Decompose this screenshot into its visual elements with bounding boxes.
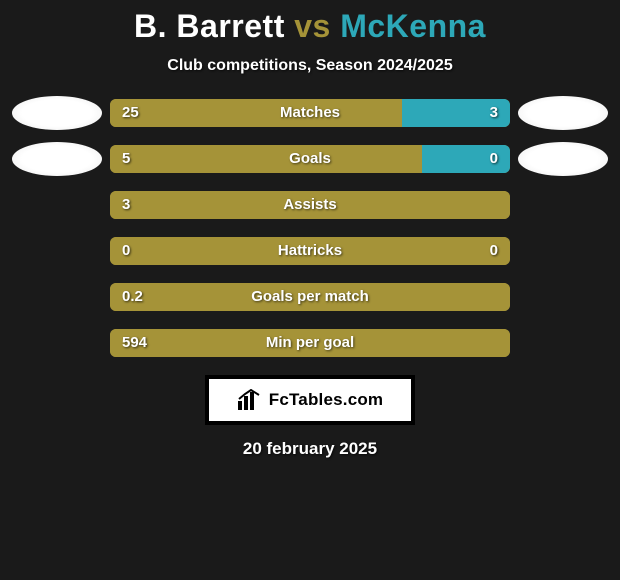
bar-left — [110, 283, 510, 311]
chart-icon — [237, 389, 263, 411]
bar-left — [110, 191, 510, 219]
bar-left — [110, 99, 402, 127]
stat-row: Min per goal594 — [0, 329, 620, 357]
bar-area: Assists — [110, 191, 510, 219]
bar-area: Goals — [110, 145, 510, 173]
source-text: FcTables.com — [269, 390, 384, 410]
player1-name: B. Barrett — [134, 8, 285, 44]
source-badge: FcTables.com — [205, 375, 415, 425]
bar-right — [422, 145, 510, 173]
bar-left — [110, 329, 510, 357]
vs-text: vs — [294, 8, 331, 44]
bar-area: Matches — [110, 99, 510, 127]
stat-row: Goals50 — [0, 145, 620, 173]
bar-area: Hattricks — [110, 237, 510, 265]
stat-row: Assists3 — [0, 191, 620, 219]
team-crest-right — [518, 142, 608, 176]
stat-row: Hattricks00 — [0, 237, 620, 265]
bar-right — [402, 99, 510, 127]
team-crest-left — [12, 142, 102, 176]
stat-row: Goals per match0.2 — [0, 283, 620, 311]
bar-area: Min per goal — [110, 329, 510, 357]
date-text: 20 february 2025 — [0, 439, 620, 459]
bar-area: Goals per match — [110, 283, 510, 311]
stat-row: Matches253 — [0, 99, 620, 127]
team-crest-right — [518, 96, 608, 130]
title: B. Barrett vs McKenna — [0, 8, 620, 45]
bar-left — [110, 237, 510, 265]
player2-name: McKenna — [340, 8, 486, 44]
team-crest-left — [12, 96, 102, 130]
comparison-card: B. Barrett vs McKenna Club competitions,… — [0, 0, 620, 459]
subtitle: Club competitions, Season 2024/2025 — [0, 57, 620, 75]
stat-rows: Matches253 Goals50 Assists3 Hattricks00 Goal… — [0, 99, 620, 357]
bar-left — [110, 145, 422, 173]
